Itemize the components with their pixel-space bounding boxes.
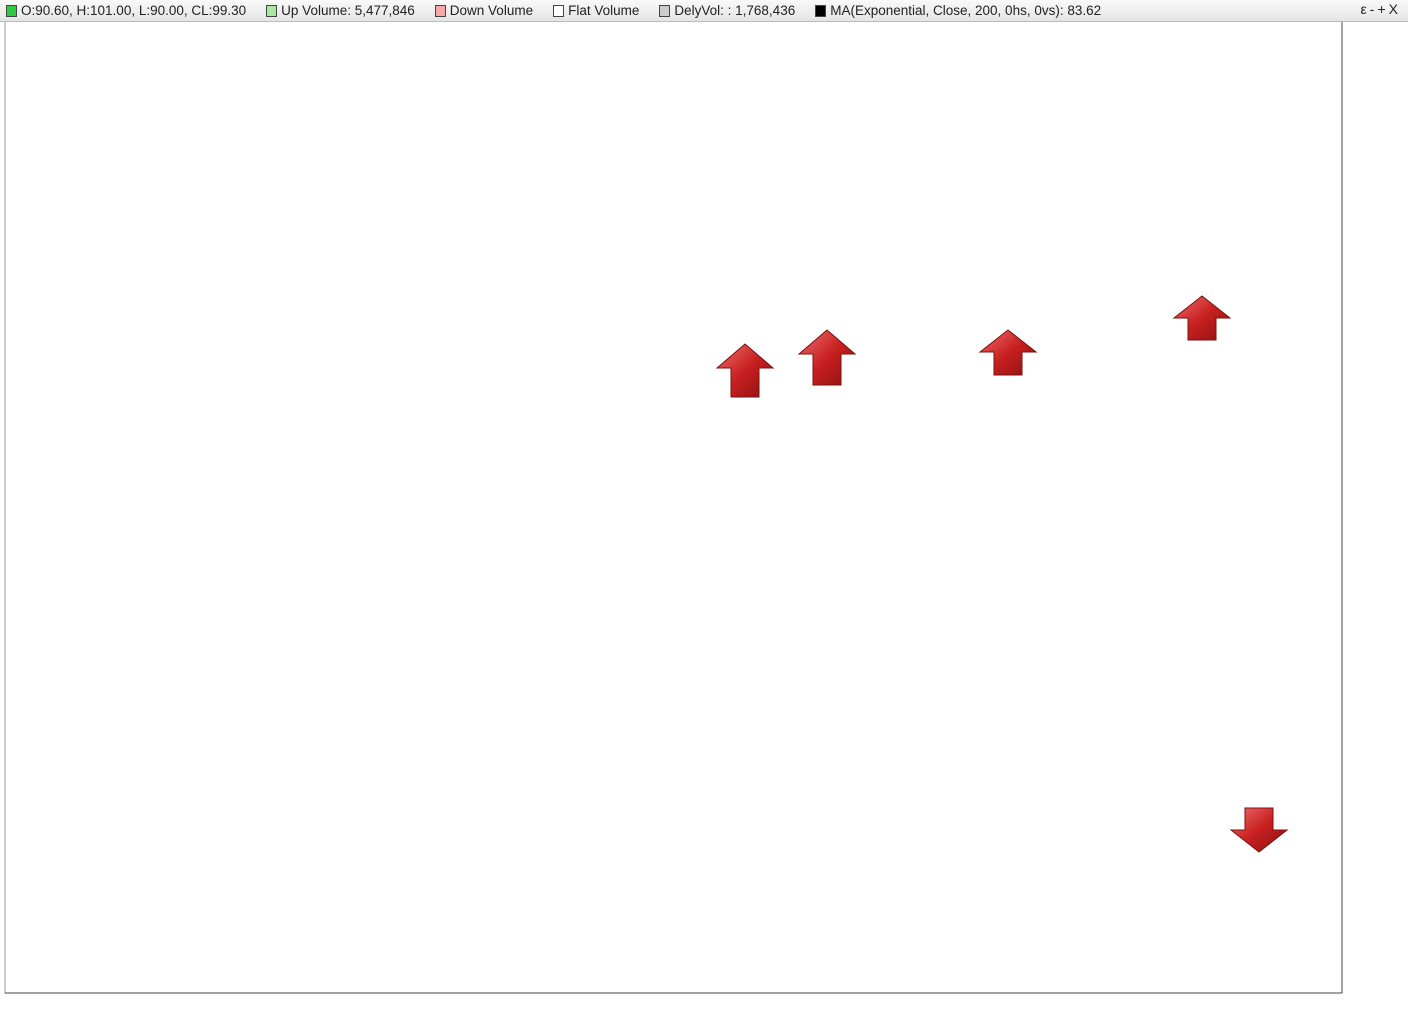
legend-text: O:90.60, H:101.00, L:90.00, CL:99.30 xyxy=(21,3,247,18)
legend-swatch xyxy=(6,4,17,17)
window-controls: ε - + X xyxy=(1358,1,1398,17)
legend-item: Up Volume: 5,477,846 xyxy=(266,3,415,18)
control-button[interactable]: X xyxy=(1388,1,1398,17)
annotation-arrows xyxy=(715,295,1289,853)
up-arrow xyxy=(797,329,857,386)
legend-text: Flat Volume xyxy=(568,3,640,18)
legend-swatch xyxy=(659,4,671,17)
legend-swatch xyxy=(553,4,565,17)
legend-swatch xyxy=(434,4,446,17)
legend-text: Down Volume xyxy=(449,3,534,18)
plot-area xyxy=(4,20,1343,994)
legend-text: Up Volume: 5,477,846 xyxy=(281,3,415,18)
legend-swatch xyxy=(266,4,278,17)
control-button[interactable]: + xyxy=(1377,1,1386,17)
up-arrow xyxy=(715,343,775,398)
legend-item: O:90.60, H:101.00, L:90.00, CL:99.30 xyxy=(6,3,246,18)
legend-swatch xyxy=(815,4,827,17)
control-button[interactable]: ε xyxy=(1360,1,1367,17)
legend-item: Flat Volume xyxy=(553,3,639,18)
legend-item: MA(Exponential, Close, 200, 0hs, 0vs): 8… xyxy=(815,3,1101,18)
up-arrow xyxy=(978,329,1038,376)
legend-text: MA(Exponential, Close, 200, 0hs, 0vs): 8… xyxy=(830,3,1102,18)
legend-text: DelyVol: : 1,768,436 xyxy=(674,3,796,18)
down-arrow xyxy=(1229,807,1289,853)
legend-item: DelyVol: : 1,768,436 xyxy=(659,3,795,18)
header-bar: O:90.60, H:101.00, L:90.00, CL:99.30 Up V… xyxy=(0,0,1408,22)
up-arrow xyxy=(1172,295,1232,341)
legend-item: Down Volume xyxy=(434,3,534,18)
control-button[interactable]: - xyxy=(1369,1,1375,17)
